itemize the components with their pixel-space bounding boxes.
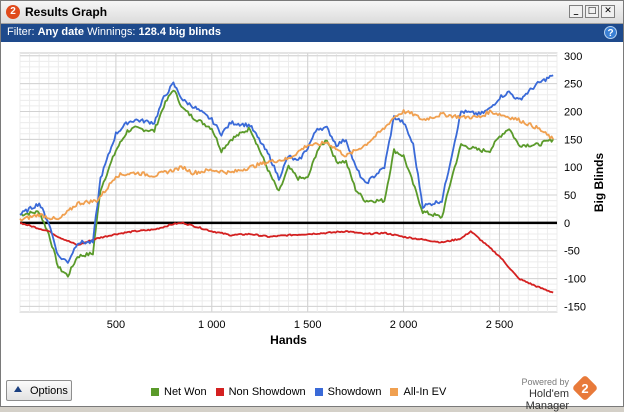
legend-label: All-In EV (403, 386, 447, 398)
title-bar[interactable]: 2 Results Graph _ □ ✕ (1, 1, 623, 24)
legend-swatch (215, 388, 224, 396)
bottom-bar: Options Net Won Non Showdown Showdown All-I… (1, 374, 623, 412)
series-line-all-in-ev (19, 109, 554, 222)
x-tick-label: 2 000 (390, 319, 418, 331)
series-line-net-won (19, 89, 554, 278)
series-line-non-showdown (20, 221, 554, 294)
powered-by-label: Powered by (521, 377, 569, 387)
filter-value[interactable]: Any date (37, 26, 85, 38)
y-tick-label: 50 (564, 190, 576, 202)
x-tick-label: 1 000 (198, 319, 226, 331)
filter-bar: Filter: Any date Winnings: 128.4 big bli… (1, 24, 623, 42)
x-tick-label: 500 (107, 319, 125, 331)
y-tick-label: -150 (564, 301, 586, 313)
y-tick-label: 150 (564, 134, 582, 146)
holdem-manager-logo-text: 2 (581, 381, 589, 396)
close-button[interactable]: ✕ (601, 5, 615, 18)
filter-label: Filter: (7, 26, 35, 38)
x-tick-label: 1 500 (294, 319, 322, 331)
y-tick-label: 300 (564, 51, 582, 63)
y-tick-label: 0 (564, 218, 570, 230)
legend-item[interactable]: Showdown (314, 386, 382, 398)
triangle-up-icon (14, 386, 22, 392)
y-tick-label: 250 (564, 79, 582, 91)
legend-item[interactable]: Net Won (151, 386, 207, 398)
winnings-value: 128.4 big blinds (138, 26, 221, 38)
winnings-label: Winnings: (87, 26, 136, 38)
legend-swatch (390, 388, 399, 396)
options-label: Options (30, 385, 68, 397)
y-tick-label: 200 (564, 106, 582, 118)
maximize-button[interactable]: □ (585, 5, 599, 18)
legend-item[interactable]: Non Showdown (215, 386, 306, 398)
legend-swatch (314, 388, 323, 396)
help-icon[interactable]: ? (604, 26, 617, 39)
legend-label: Net Won (164, 386, 207, 398)
legend-label: Showdown (327, 386, 382, 398)
app-logo-icon: 2 (6, 5, 20, 19)
legend-item[interactable]: All-In EV (390, 386, 446, 398)
chart-legend: Net Won Non Showdown Showdown All-In EV (151, 386, 455, 398)
x-tick-label: 2 500 (486, 319, 514, 331)
y-tick-label: 100 (564, 162, 582, 174)
series-line-showdown (19, 74, 554, 264)
product-name: Hold'em Manager (525, 388, 569, 412)
window-title: Results Graph (25, 5, 108, 19)
y-tick-label: -50 (564, 246, 580, 258)
y-tick-label: -100 (564, 274, 586, 286)
minimize-button[interactable]: _ (569, 5, 583, 18)
legend-swatch (151, 388, 159, 396)
legend-label: Non Showdown (228, 386, 306, 398)
x-axis-title: Hands (270, 333, 307, 347)
options-button[interactable]: Options (6, 380, 72, 401)
results-chart: -150 -100 -50 0 50 100 150 200 250 300 500 1 000 1 5… (19, 51, 606, 347)
y-axis-title: Big Blinds (592, 153, 606, 213)
